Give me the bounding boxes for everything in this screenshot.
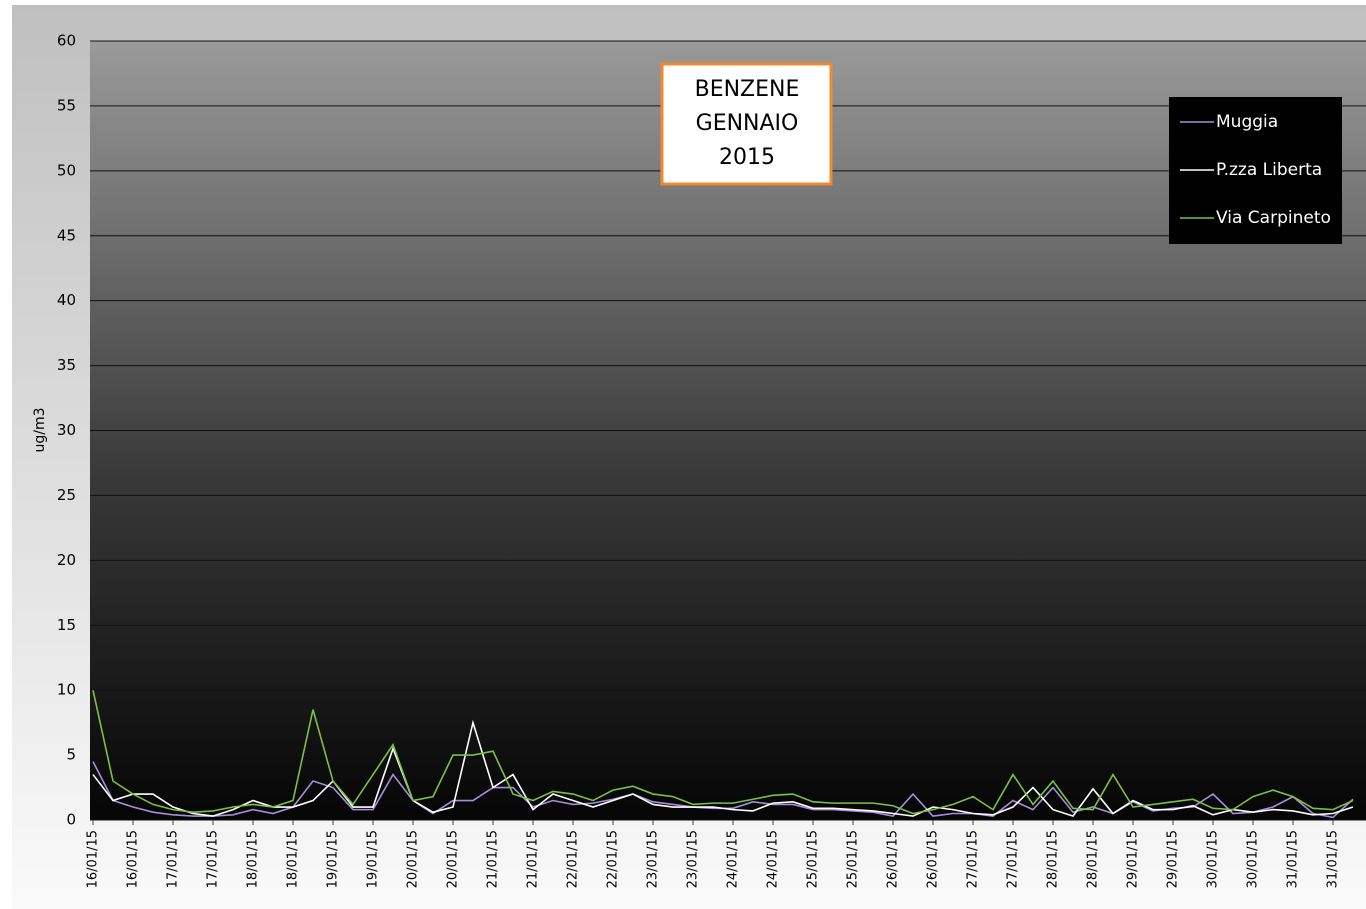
y-tick-label: 5	[66, 746, 76, 764]
x-tick-label: 20/01/15	[446, 830, 461, 888]
chart-title: BENZENE	[695, 77, 800, 102]
y-tick-label: 45	[57, 226, 76, 244]
x-tick-label: 24/01/15	[766, 830, 781, 888]
x-tick-label: 26/01/15	[886, 830, 901, 888]
y-tick-label: 35	[57, 356, 76, 374]
x-tick-label: 21/01/15	[486, 830, 501, 888]
x-tick-label: 27/01/15	[1006, 830, 1021, 888]
y-tick-label: 30	[57, 421, 76, 439]
series-line	[92, 689, 1354, 815]
x-tick-label: 22/01/15	[566, 830, 581, 888]
x-tick-label: 25/01/15	[806, 830, 821, 888]
y-tick-label: 50	[57, 161, 76, 179]
x-tick-label: 26/01/15	[926, 830, 941, 888]
x-tick-label: 17/01/15	[206, 830, 221, 888]
x-tick-label: 31/01/15	[1326, 830, 1341, 888]
x-tick-label: 21/01/15	[526, 830, 541, 888]
chart-title: GENNAIO	[696, 111, 799, 136]
y-tick-label: 20	[57, 551, 76, 569]
x-tick-label: 19/01/15	[326, 830, 341, 888]
x-tick-label: 23/01/15	[686, 830, 701, 888]
chart-title: 2015	[719, 145, 775, 170]
title-box	[660, 62, 833, 186]
x-tick-label: 18/01/15	[286, 830, 301, 888]
x-tick-label: 20/01/15	[406, 830, 421, 888]
y-tick-label: 10	[57, 681, 76, 699]
x-tick-label: 28/01/15	[1046, 830, 1061, 888]
y-tick-label: 15	[57, 616, 76, 634]
y-tick-label: 55	[57, 96, 76, 114]
x-tick-label: 24/01/15	[726, 830, 741, 888]
x-tick-label: 23/01/15	[646, 830, 661, 888]
x-tick-label: 17/01/15	[166, 830, 181, 888]
x-tick-label: 28/01/15	[1086, 830, 1101, 888]
x-tick-label: 29/01/15	[1126, 830, 1141, 888]
x-tick-label: 30/01/15	[1246, 830, 1261, 888]
x-tick-label: 22/01/15	[606, 830, 621, 888]
x-tick-label: 16/01/15	[86, 830, 101, 888]
y-axis-label: ug/m3	[32, 407, 48, 452]
legend-label: P.zza Liberta	[1216, 160, 1322, 180]
legend-label: Via Carpineto	[1216, 208, 1331, 228]
x-tick-label: 31/01/15	[1286, 830, 1301, 888]
y-tick-label: 0	[66, 811, 76, 829]
x-tick-label: 27/01/15	[966, 830, 981, 888]
x-tick-label: 16/01/15	[126, 830, 141, 888]
x-tick-label: 29/01/15	[1166, 830, 1181, 888]
y-tick-label: 60	[57, 32, 76, 50]
x-tick-label: 18/01/15	[246, 830, 261, 888]
x-tick-label: 19/01/15	[366, 830, 381, 888]
x-tick-label: 30/01/15	[1206, 830, 1221, 888]
y-tick-label: 25	[57, 486, 76, 504]
y-tick-label: 40	[57, 291, 76, 309]
legend-label: Muggia	[1216, 112, 1278, 132]
x-tick-label: 25/01/15	[846, 830, 861, 888]
